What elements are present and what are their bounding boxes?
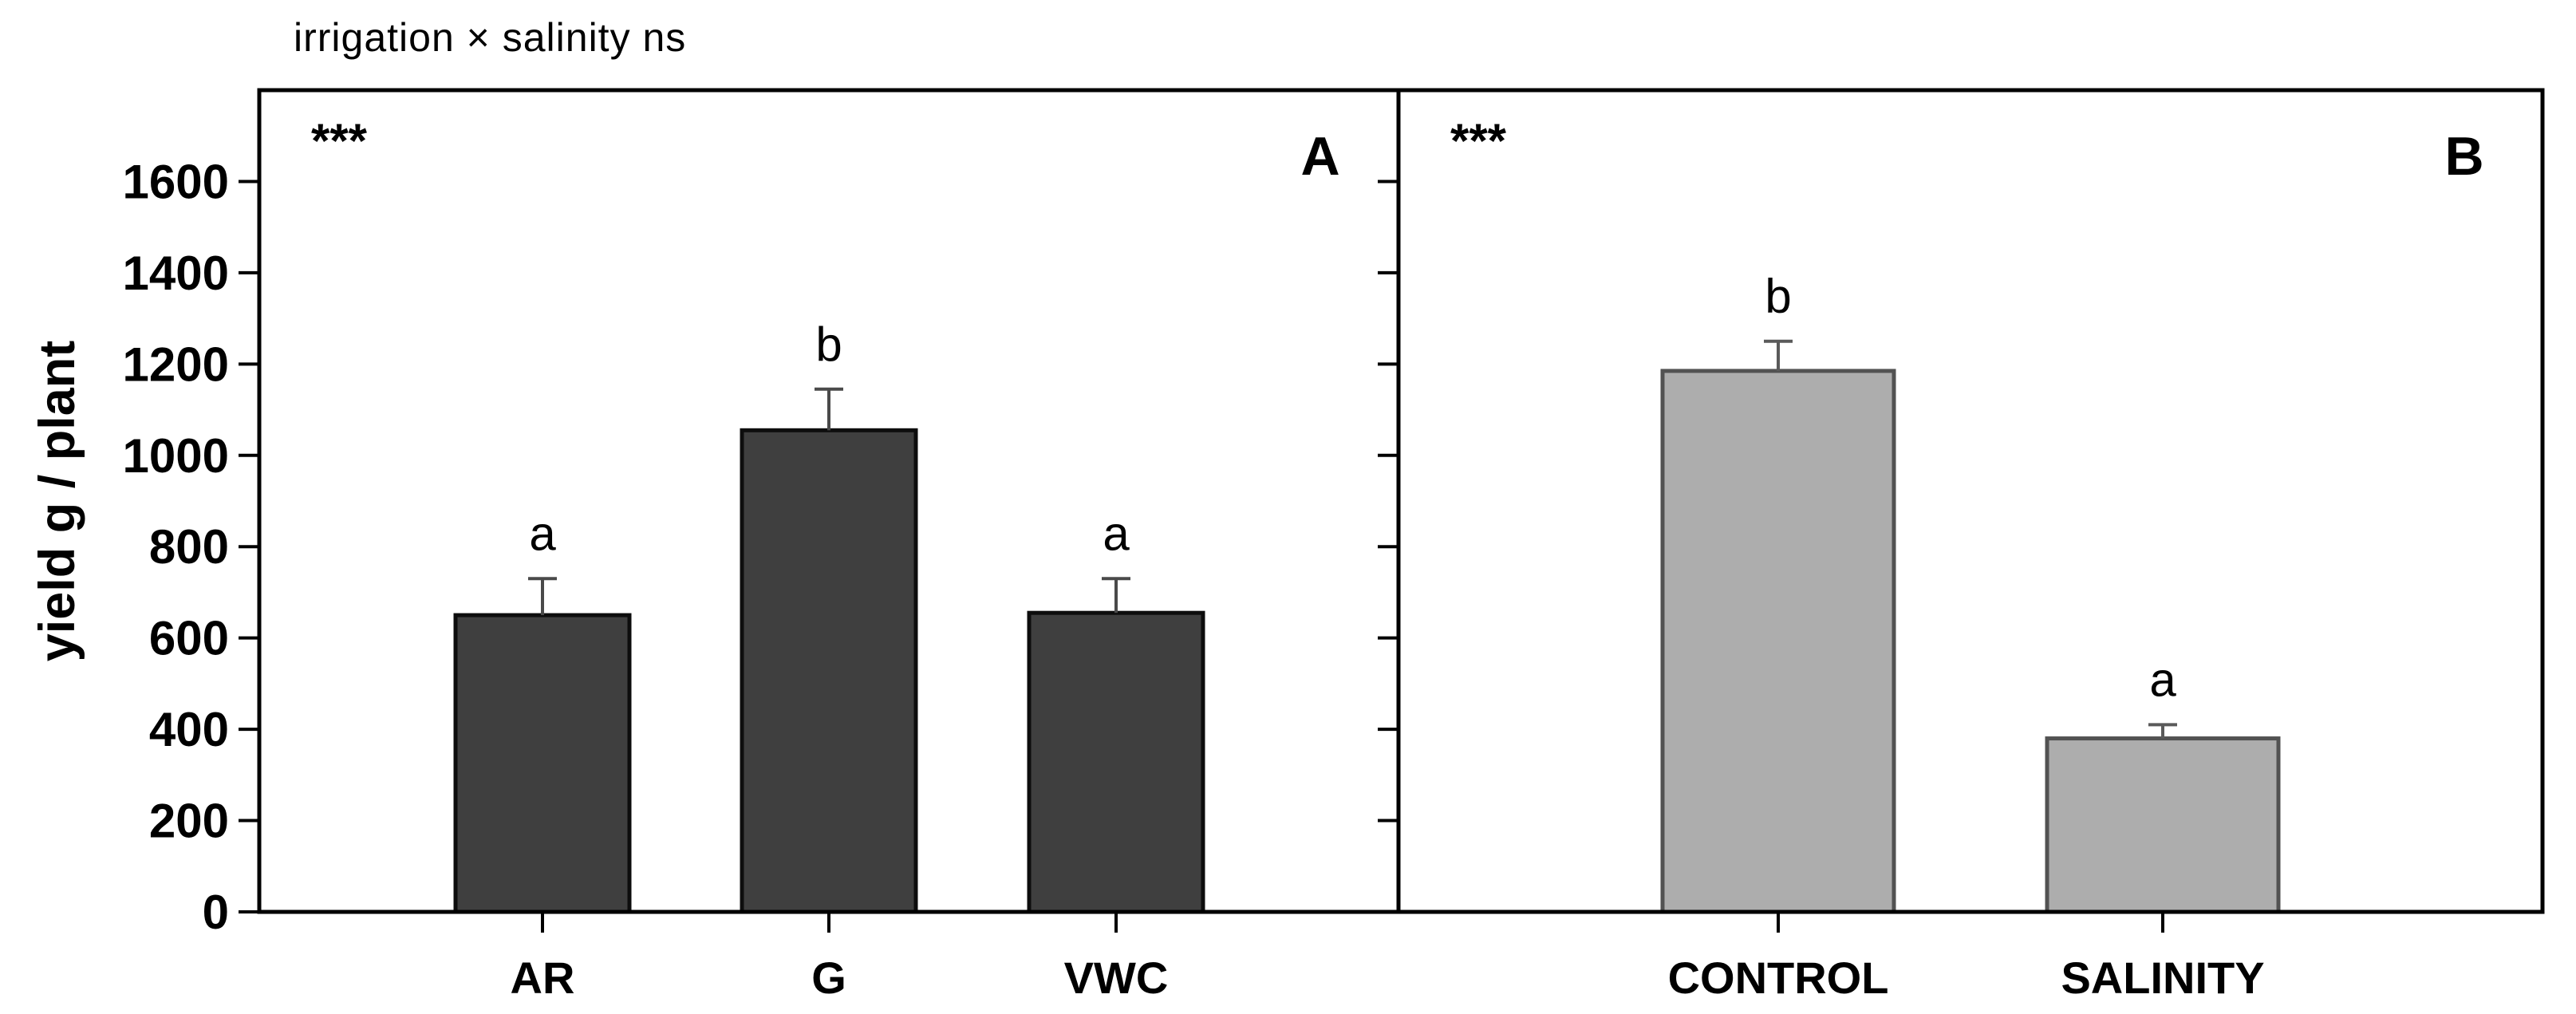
y-tick-label-0: 0 <box>203 886 229 939</box>
panel-frame-B <box>1396 88 2545 914</box>
x-tick-label-VWC: VWC <box>1064 953 1169 1003</box>
figure-title: irrigation × salinity ns <box>294 15 687 60</box>
bar-SALINITY <box>2045 736 2281 914</box>
letter-CONTROL: b <box>1765 270 1791 323</box>
significance-A: *** <box>311 114 368 168</box>
y-tick-label-1200: 1200 <box>123 337 229 391</box>
bar-G <box>740 428 918 914</box>
panel-label-A: A <box>1300 126 1339 187</box>
y-tick-label-600: 600 <box>149 612 229 665</box>
bar-CONTROL <box>1660 369 1896 914</box>
y-tick-label-1000: 1000 <box>123 429 229 483</box>
bar-VWC <box>1027 610 1205 914</box>
y-tick-label-200: 200 <box>149 795 229 848</box>
x-tick-label-G: G <box>811 953 846 1003</box>
y-tick-label-400: 400 <box>149 703 229 756</box>
x-tick-label-AR: AR <box>511 953 575 1003</box>
significance-B: *** <box>1450 114 1507 168</box>
letter-SALINITY: a <box>2149 653 2176 706</box>
letter-AR: a <box>529 507 556 560</box>
panel-A: a b a 0 200 400 600 800 1000 1200 1400 1600 AR G VWC **… <box>123 88 1401 1003</box>
bar-AR <box>453 613 632 914</box>
y-tick-label-1400: 1400 <box>123 247 229 300</box>
y-tick-label-1600: 1600 <box>123 155 229 208</box>
x-tick-label-CONTROL: CONTROL <box>1668 953 1889 1003</box>
letter-VWC: a <box>1103 507 1130 560</box>
panel-label-B: B <box>2444 126 2483 187</box>
panel-B: b a CONTROL SALINITY *** B <box>1378 88 2545 1003</box>
x-tick-label-SALINITY: SALINITY <box>2061 953 2264 1003</box>
y-tick-label-800: 800 <box>149 520 229 574</box>
letter-G: b <box>815 318 842 371</box>
